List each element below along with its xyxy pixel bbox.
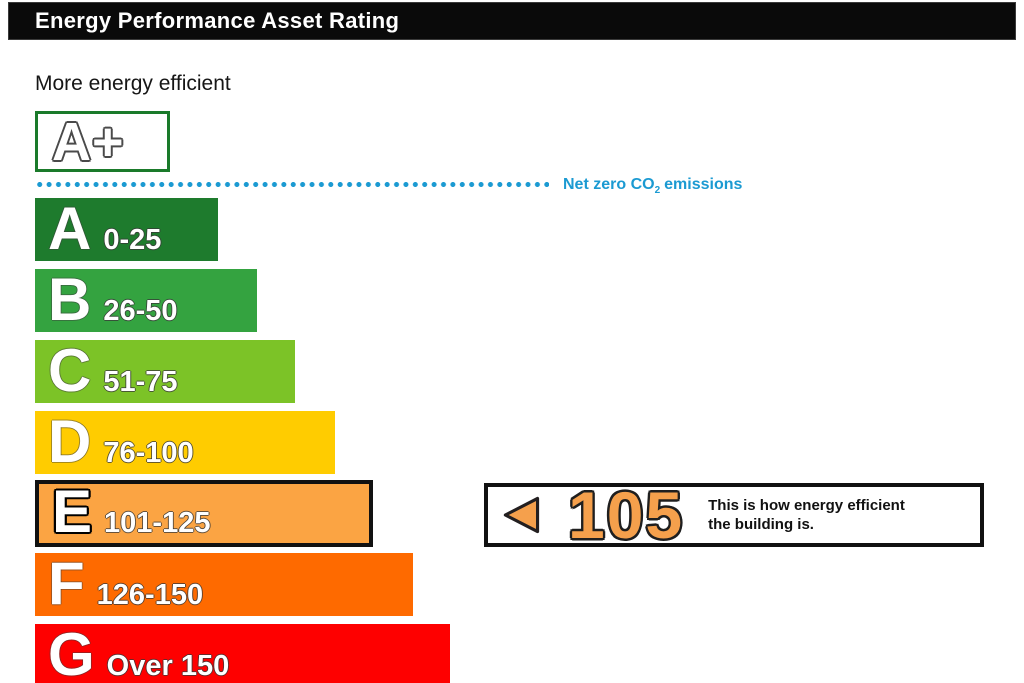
more-efficient-label: More energy efficient xyxy=(35,72,231,95)
net-zero-suffix: emissions xyxy=(664,176,743,193)
band-letter: A xyxy=(48,195,92,262)
band-range: Over 150 xyxy=(106,650,230,682)
left-arrow-icon xyxy=(503,496,540,534)
net-zero-subscript: 2 xyxy=(654,185,661,197)
band-a-plus-label: A+ xyxy=(52,111,125,172)
band-range: 26-50 xyxy=(103,295,178,327)
rating-caption: This is how energy efficient the buildin… xyxy=(708,496,905,534)
band-range: 76-100 xyxy=(103,437,194,469)
band-e: E 101-125 xyxy=(35,480,373,547)
band-d: D 76-100 xyxy=(35,411,335,474)
band-letter: D xyxy=(48,408,92,475)
net-zero-label: Net zero CO2 emissions xyxy=(563,176,742,196)
band-a-plus: A+ xyxy=(35,111,170,172)
rating-caption-line1: This is how energy efficient xyxy=(708,497,905,514)
title-bar: Energy Performance Asset Rating xyxy=(8,2,1016,40)
rating-caption-line2: the building is. xyxy=(708,516,814,533)
band-letter: F xyxy=(48,550,85,617)
net-zero-text: Net zero CO xyxy=(563,176,655,193)
band-letter: C xyxy=(48,337,92,404)
band-letter: E xyxy=(52,478,93,545)
band-letter: G xyxy=(48,621,95,683)
band-range: 0-25 xyxy=(103,224,162,256)
band-letter: B xyxy=(48,266,92,333)
current-rating-indicator: 105 This is how energy efficient the bui… xyxy=(484,478,984,552)
band-f: F 126-150 xyxy=(35,553,413,616)
band-range: 51-75 xyxy=(103,366,178,398)
net-zero-dotted-line xyxy=(35,181,549,188)
rating-value: 105 xyxy=(568,478,685,552)
band-b: B 26-50 xyxy=(35,269,257,332)
band-c: C 51-75 xyxy=(35,340,295,403)
page-title: Energy Performance Asset Rating xyxy=(35,8,400,33)
band-range: 126-150 xyxy=(96,579,204,611)
band-range: 101-125 xyxy=(104,507,211,539)
band-g: G Over 150 xyxy=(35,624,450,683)
band-a: A 0-25 xyxy=(35,198,218,261)
